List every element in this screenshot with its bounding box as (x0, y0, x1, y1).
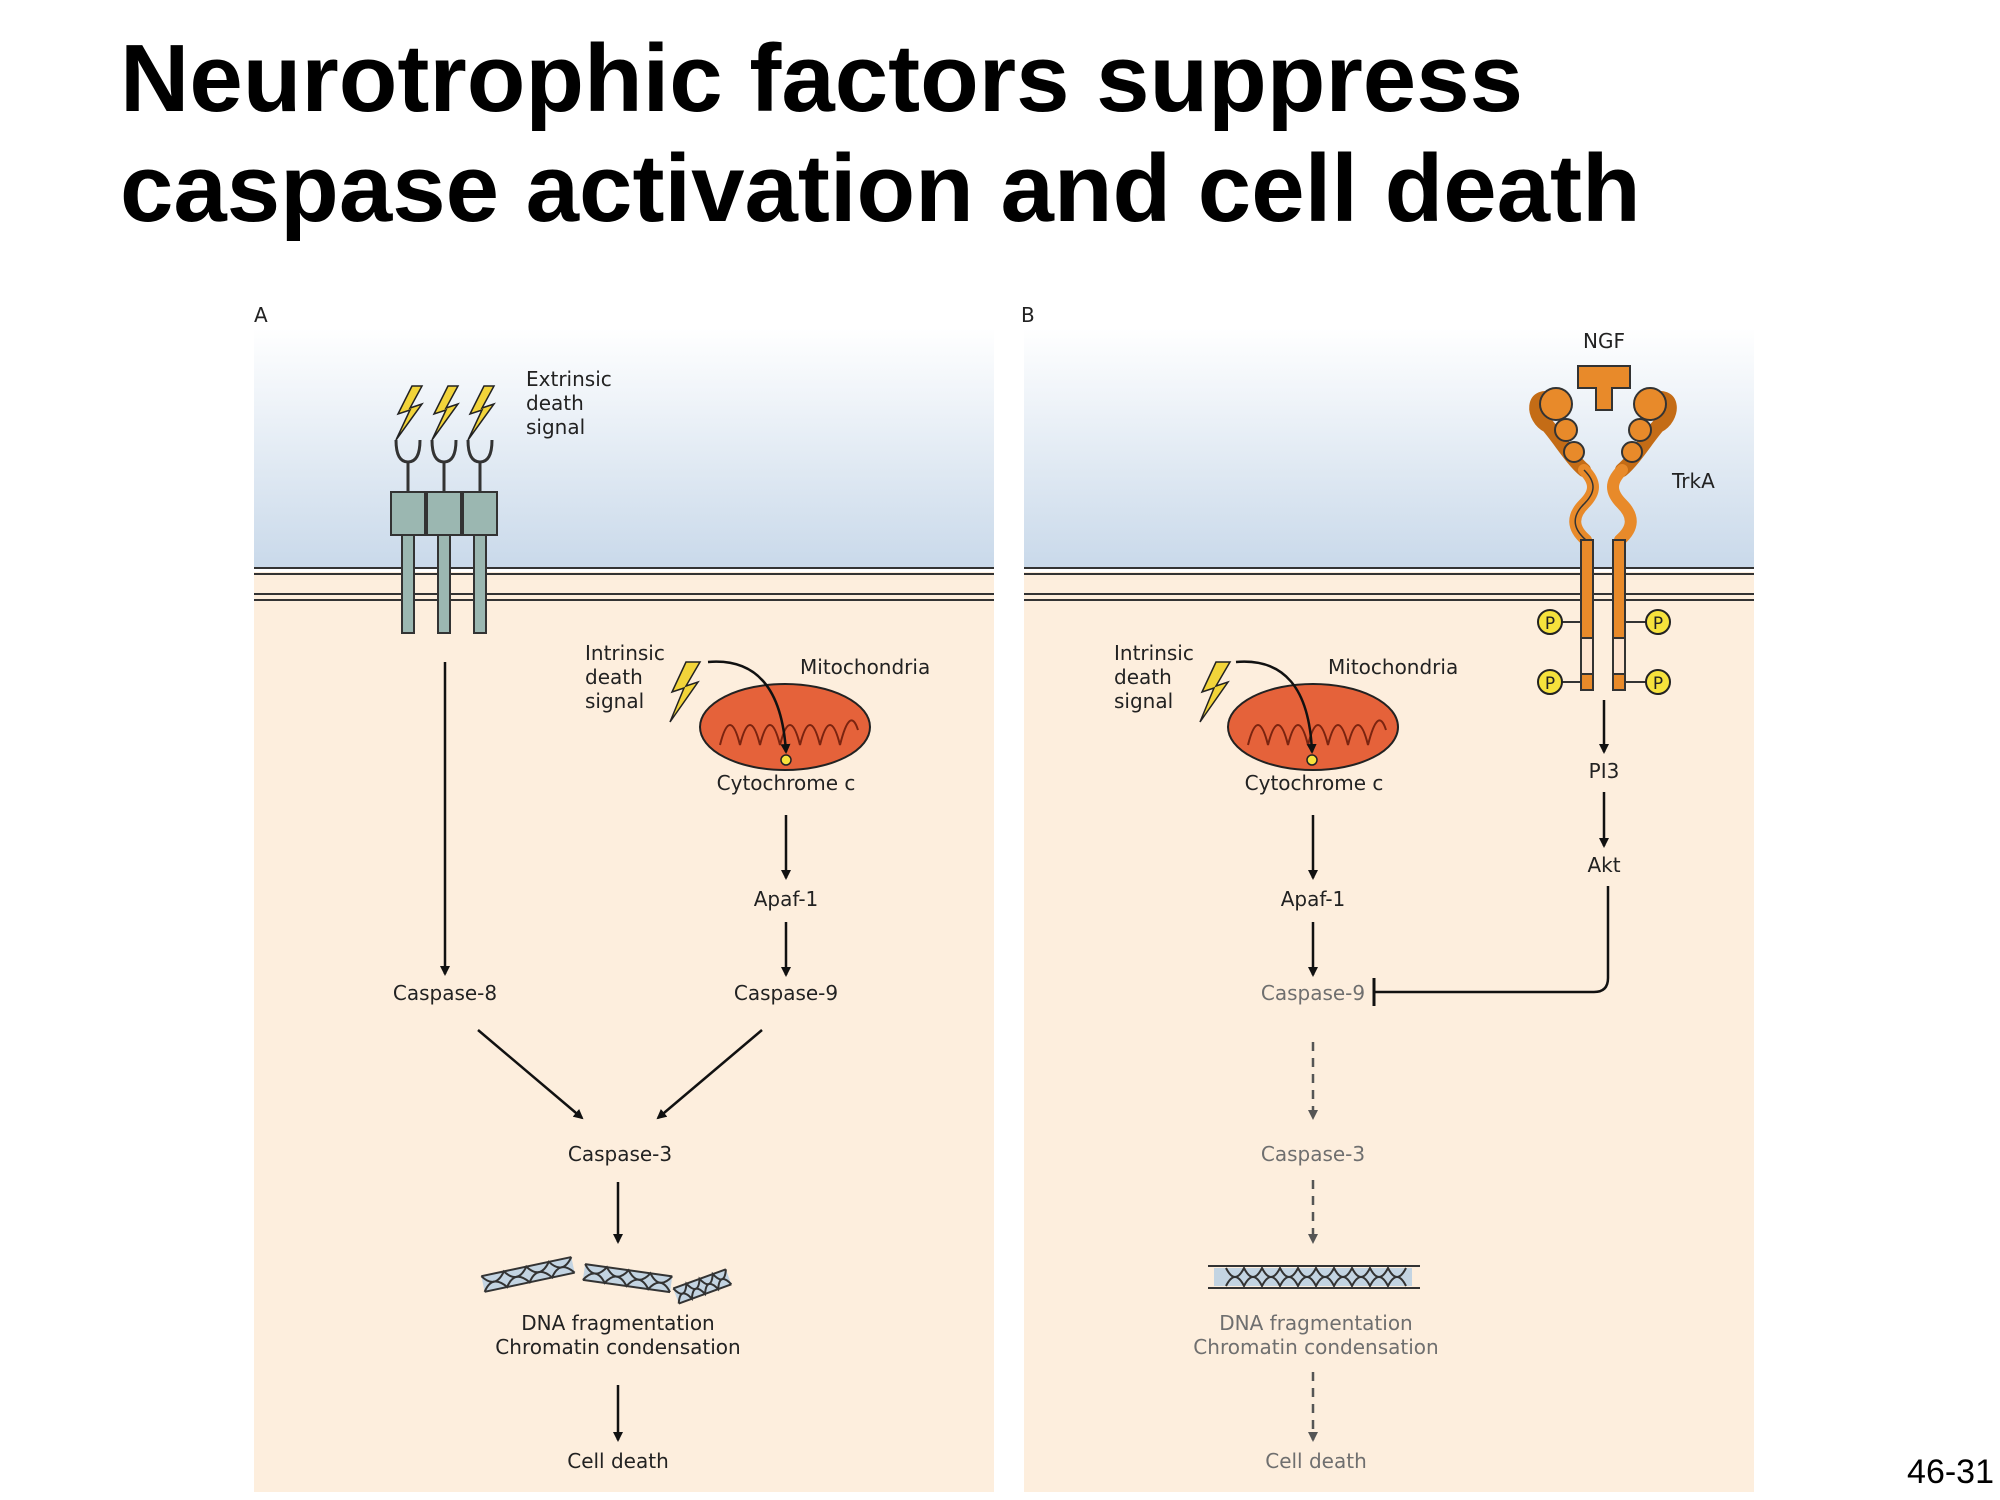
lightning-icon (395, 385, 424, 441)
mitochondria-label: Mitochondria (800, 655, 930, 679)
dna-fragmentation-label: DNA fragmentation (1219, 1311, 1413, 1335)
panel-a-label: A (254, 303, 268, 327)
lightning-icon (1199, 661, 1232, 723)
cytochrome-c-dot (780, 754, 792, 766)
trka-label: TrkA (1671, 469, 1715, 493)
intrinsic-signal-arrow (707, 660, 791, 754)
trka-receptor (1529, 387, 1677, 691)
svg-text:P: P (1545, 674, 1555, 694)
apaf-1-label: Apaf-1 (754, 887, 819, 911)
cell-death-label: Cell death (567, 1449, 669, 1473)
phosphate-icon: P (1645, 669, 1671, 695)
intrinsic-signal-arrow (1235, 660, 1317, 754)
arrow-caspase-9-to-caspase-3 (656, 1029, 763, 1120)
death-receptors (390, 439, 498, 634)
extrinsic-lightning-icons (395, 385, 496, 441)
death-receptor (462, 439, 498, 634)
fragmented-dna (480, 1256, 733, 1305)
apaf-1-label: Apaf-1 (1281, 887, 1346, 911)
panel-a: A (254, 303, 994, 1492)
svg-text:P: P (1545, 614, 1555, 634)
plasma-membrane (254, 567, 994, 601)
phosphate-icon: P (1645, 609, 1671, 635)
slide-title-line-1: Neurotrophic factors suppress (120, 25, 1523, 132)
mitochondrion (1227, 683, 1399, 771)
cytochrome-c-dot (1306, 754, 1318, 766)
svg-text:P: P (1653, 674, 1663, 694)
slide-title: Neurotrophic factors suppress caspase ac… (120, 24, 1920, 244)
extracellular-space (254, 328, 994, 568)
arrow-caspase-8-to-caspase-3 (477, 1029, 584, 1120)
intrinsic-death-signal-label: Intrinsic death signal (585, 641, 671, 713)
cytochrome-c-label: Cytochrome c (1245, 771, 1384, 795)
ngf-label: NGF (1583, 329, 1625, 353)
caspase-9-label: Caspase-9 (1261, 981, 1365, 1005)
akt-label: Akt (1587, 853, 1620, 877)
death-receptor (426, 439, 462, 634)
phosphate-icon: P (1537, 669, 1563, 695)
cytochrome-c-label: Cytochrome c (717, 771, 856, 795)
ngf-ligand (1577, 365, 1631, 411)
chromatin-condensation-label: Chromatin condensation (495, 1335, 740, 1359)
plasma-membrane (1024, 567, 1754, 601)
trka-monomer-right (1607, 387, 1677, 691)
dna-fragmentation-label: DNA fragmentation (521, 1311, 715, 1335)
panel-b: B NGF (1021, 303, 1754, 1492)
slide-number: 46-31 (1907, 1453, 1994, 1491)
cell-death-label: Cell death (1265, 1449, 1367, 1473)
chromatin-condensation-label: Chromatin condensation (1193, 1335, 1438, 1359)
svg-text:P: P (1653, 614, 1663, 634)
phosphate-icon: P (1537, 609, 1563, 635)
lightning-icon (431, 385, 460, 441)
caspase-8-label: Caspase-8 (393, 981, 497, 1005)
mitochondrion (699, 683, 871, 771)
caspase-9-label: Caspase-9 (734, 981, 838, 1005)
death-receptor (390, 439, 426, 634)
extrinsic-death-signal-label: Extrinsic death signal (526, 367, 618, 439)
panel-b-label: B (1021, 303, 1035, 327)
phosphate-groups: P P P P (1537, 609, 1671, 695)
akt-inhibition-line (1374, 886, 1610, 994)
caspase-3-label: Caspase-3 (1261, 1142, 1365, 1166)
slide-title-line-2: caspase activation and cell death (120, 135, 1641, 242)
intrinsic-death-signal-label: Intrinsic death signal (1114, 641, 1200, 713)
intact-dna (1208, 1265, 1420, 1289)
caspase-3-label: Caspase-3 (568, 1142, 672, 1166)
pi3-label: PI3 (1589, 759, 1620, 783)
mitochondria-label: Mitochondria (1328, 655, 1458, 679)
trka-monomer-left (1529, 387, 1599, 691)
lightning-icon (669, 661, 702, 723)
lightning-icon (467, 385, 496, 441)
